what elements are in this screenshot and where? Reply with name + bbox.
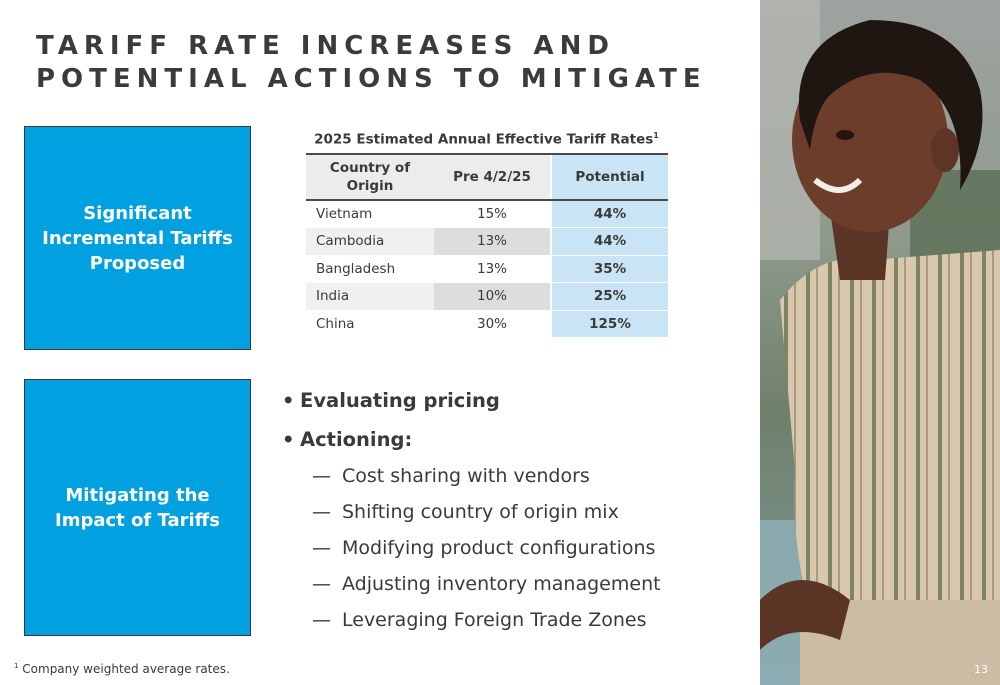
sub-text: Leveraging Foreign Trade Zones [342,609,647,631]
table-row: China 30% 125% [306,310,668,338]
dash-icon: — [312,537,331,559]
footnote: 1 Company weighted average rates. [14,662,230,676]
photo-illustration [760,0,1000,685]
box2-line-2: Impact of Tariffs [55,509,220,531]
box1-line-2: Incremental Tariffs [42,227,233,249]
cell-potential: 35% [550,255,668,283]
cell-country: Vietnam [306,200,434,228]
list-item: — Shifting country of origin mix [282,500,752,536]
bullet-text: Evaluating pricing [300,389,500,412]
tariff-table-title: 2025 Estimated Annual Effective Tariff R… [305,131,668,148]
dash-icon: — [312,609,331,631]
box1-line-1: Significant [83,202,192,224]
mitigating-impact-box: Mitigating the Impact of Tariffs [24,379,251,636]
list-item: — Cost sharing with vendors [282,464,752,500]
cell-pre: 13% [434,227,551,256]
cell-pre: 13% [434,255,551,283]
actioning-sub-list: — Cost sharing with vendors — Shifting c… [282,464,752,644]
cell-potential: 25% [550,282,668,311]
header-potential: Potential [550,153,668,201]
cell-potential: 44% [550,200,668,228]
sub-text: Cost sharing with vendors [342,465,590,487]
table-header-row: Country of Origin Pre 4/2/25 Potential [306,153,668,201]
tariff-rates-table: Country of Origin Pre 4/2/25 Potential V… [306,153,668,338]
sub-text: Shifting country of origin mix [342,501,619,523]
cell-potential: 125% [550,310,668,338]
child-photo: 13 [760,0,1000,685]
header-country: Country of Origin [306,153,434,201]
list-item: — Modifying product configurations [282,536,752,572]
mitigation-bullets: • Evaluating pricing • Actioning: — Cost… [282,388,752,644]
box1-line-3: Proposed [89,252,186,274]
header-pre: Pre 4/2/25 [434,153,551,201]
tariff-table-title-text: 2025 Estimated Annual Effective Tariff R… [314,131,654,148]
list-item: — Leveraging Foreign Trade Zones [282,608,752,644]
footnote-sup: 1 [14,662,19,670]
slide-title: TARIFF RATE INCREASES AND POTENTIAL ACTI… [36,30,736,96]
cell-potential: 44% [550,227,668,256]
cell-country: India [306,282,434,311]
cell-country: Bangladesh [306,255,434,283]
cell-pre: 10% [434,282,551,311]
title-line-1: TARIFF RATE INCREASES AND [36,31,615,61]
table-row: Bangladesh 13% 35% [306,255,668,283]
bullet-actioning: • Actioning: [282,427,752,466]
list-item: — Adjusting inventory management [282,572,752,608]
table-row: Vietnam 15% 44% [306,200,668,228]
bullet-text: Actioning: [300,428,413,451]
tariff-table-title-sup: 1 [653,131,659,140]
page-number: 13 [974,663,988,676]
dash-icon: — [312,501,331,523]
table-row: India 10% 25% [306,282,668,311]
bullet-dot-icon: • [282,428,295,451]
box2-line-1: Mitigating the [65,484,210,506]
footnote-text: Company weighted average rates. [18,662,230,676]
cell-pre: 30% [434,310,551,338]
sub-text: Modifying product configurations [342,537,656,559]
dash-icon: — [312,573,331,595]
sub-text: Adjusting inventory management [342,573,661,595]
cell-country: Cambodia [306,227,434,256]
cell-country: China [306,310,434,338]
title-line-2: POTENTIAL ACTIONS TO MITIGATE [36,64,707,94]
bullet-evaluating-pricing: • Evaluating pricing [282,388,752,427]
table-row: Cambodia 13% 44% [306,227,668,256]
significant-tariffs-box: Significant Incremental Tariffs Proposed [24,126,251,350]
cell-pre: 15% [434,200,551,228]
dash-icon: — [312,465,331,487]
bullet-dot-icon: • [282,389,295,412]
